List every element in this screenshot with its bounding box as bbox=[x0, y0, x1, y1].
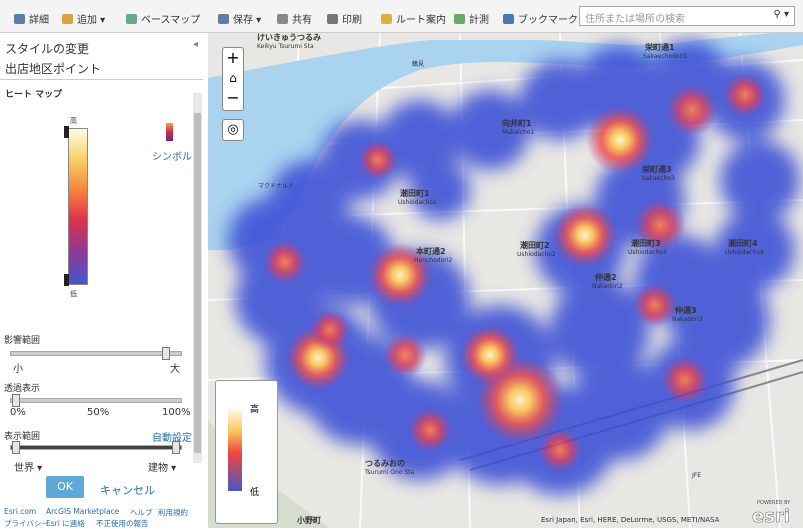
transparency-tick: 100% bbox=[162, 407, 191, 418]
map-label: 鶴見 bbox=[412, 60, 424, 68]
esri-logo: esri bbox=[752, 506, 790, 527]
layer-name: 出店地区ポイント bbox=[5, 62, 102, 76]
map-labels: けいきゅうつるみ Keikyu Tsurumi Sta 栄町通1 Sakaech… bbox=[257, 33, 791, 527]
basemap-button[interactable]: ベースマップ bbox=[126, 11, 200, 26]
collapse-arrow[interactable]: ◂ bbox=[193, 39, 199, 50]
divider bbox=[0, 79, 203, 80]
toolbar: 詳細 追加 ▾ ベースマップ 保存 ▾ 共有 印刷 ルート案内 計測 ブックマー… bbox=[0, 0, 803, 33]
legend-high: 高 bbox=[250, 405, 260, 415]
influence-slider[interactable] bbox=[10, 351, 182, 356]
map-label: 潮田町4 bbox=[728, 238, 758, 248]
map-label: Nakadori2 bbox=[592, 283, 623, 290]
home[interactable]: ⌂ bbox=[229, 71, 237, 85]
transparency-slider[interactable] bbox=[10, 398, 182, 403]
symbol-link[interactable]: シンボル bbox=[152, 152, 192, 163]
powered-by: POWERED BY bbox=[757, 500, 791, 506]
search-icon[interactable]: ⚲ ▾ bbox=[773, 9, 789, 20]
map-label: Ushiodacho2 bbox=[517, 251, 556, 258]
bookmarks-button[interactable]: ブックマーク bbox=[503, 11, 578, 26]
map-label: Mukaicho1 bbox=[502, 129, 534, 136]
ramp-high: 高 bbox=[70, 117, 77, 125]
map-label: 潮田町1 bbox=[400, 188, 430, 198]
map-label: 本町通2 bbox=[415, 246, 446, 256]
map-label: 栄町通1 bbox=[644, 42, 675, 52]
map-label: マクドナルド bbox=[258, 183, 294, 190]
zoom-controls: + ⌂ − bbox=[222, 47, 244, 111]
range-min[interactable]: 世界 ▾ bbox=[14, 463, 43, 474]
range-thumb-max[interactable] bbox=[172, 441, 180, 454]
share-button[interactable]: 共有 bbox=[277, 11, 312, 26]
influence-max: 大 bbox=[170, 364, 180, 375]
legend-low: 低 bbox=[250, 488, 260, 498]
side-panel: スタイルの変更 ◂ 出店地区ポイント ヒート マップ 高 低 シンボル 影響範囲… bbox=[0, 33, 209, 528]
range-slider[interactable] bbox=[10, 445, 182, 450]
directions-button[interactable]: ルート案内 bbox=[381, 11, 446, 26]
ramp-low: 低 bbox=[70, 290, 77, 298]
details-button[interactable]: 詳細 bbox=[14, 11, 49, 26]
auto-link[interactable]: 自動設定 bbox=[152, 433, 192, 444]
save-button[interactable]: 保存 ▾ bbox=[218, 11, 261, 26]
map-label: Sakaechodori1 bbox=[643, 53, 688, 60]
transparency-tick: 50% bbox=[87, 407, 110, 418]
map-label: つるみおの bbox=[365, 459, 405, 468]
influence-thumb[interactable] bbox=[162, 347, 170, 360]
locate-button[interactable]: ◎ bbox=[222, 119, 244, 141]
color-ramp[interactable] bbox=[68, 128, 88, 285]
map-label: 向井町1 bbox=[502, 118, 532, 128]
heatmap-legend: 高 低 bbox=[215, 380, 278, 524]
map-label: 小野町 bbox=[296, 515, 321, 525]
ok-button[interactable]: OK bbox=[46, 476, 84, 498]
ramp-handle-top[interactable] bbox=[64, 126, 69, 138]
measure-button[interactable]: 計測 bbox=[454, 11, 489, 26]
heatmap bbox=[228, 40, 800, 495]
ramp-handle-bottom[interactable] bbox=[64, 274, 69, 286]
search-box[interactable]: 住所または場所の検索 ⚲ ▾ bbox=[579, 6, 795, 26]
scrollbar[interactable] bbox=[193, 93, 202, 463]
map-label: Ushiodacho4 bbox=[725, 249, 764, 256]
map[interactable]: けいきゅうつるみ Keikyu Tsurumi Sta 栄町通1 Sakaech… bbox=[208, 33, 803, 528]
map-label: JFE bbox=[691, 472, 701, 479]
footer-link[interactable]: Esri.com bbox=[4, 507, 37, 516]
map-canvas: けいきゅうつるみ Keikyu Tsurumi Sta 栄町通1 Sakaech… bbox=[208, 33, 803, 528]
print-button[interactable]: 印刷 bbox=[327, 11, 362, 26]
footer-link[interactable]: 不正使用の報告 bbox=[96, 519, 149, 528]
map-label: Tsurumi Ono Sta bbox=[364, 469, 415, 476]
transparency-thumb[interactable] bbox=[12, 394, 20, 407]
transparency-label: 透過表示 bbox=[4, 384, 41, 394]
map-label: 仲通3 bbox=[675, 305, 697, 315]
panel-title: スタイルの変更 bbox=[5, 42, 90, 56]
range-label: 表示範囲 bbox=[4, 432, 41, 442]
footer-link[interactable]: ヘルプ bbox=[130, 508, 153, 517]
map-label: Ushiodacho1 bbox=[398, 199, 437, 206]
map-label: 仲通2 bbox=[595, 272, 617, 282]
map-label: 潮田町3 bbox=[631, 238, 661, 248]
footer-link[interactable]: 利用規約 bbox=[158, 508, 188, 517]
symbol-swatch[interactable] bbox=[166, 123, 173, 141]
footer-link[interactable]: ArcGIS Marketplace bbox=[46, 507, 120, 516]
map-label: Sakaecho3 bbox=[642, 175, 675, 182]
map-label: Ushiodacho3 bbox=[628, 249, 667, 256]
footer-link[interactable]: Esri に連絡 bbox=[46, 519, 85, 528]
search-placeholder: 住所または場所の検索 bbox=[585, 14, 685, 25]
legend-ramp bbox=[228, 406, 242, 491]
map-label: Honchodori2 bbox=[414, 257, 452, 264]
influence-label: 影響範囲 bbox=[4, 336, 41, 346]
map-label: Keikyu Tsurumi Sta bbox=[257, 43, 314, 50]
range-max[interactable]: 建物 ▾ bbox=[148, 463, 177, 474]
map-label: けいきゅうつるみ bbox=[257, 33, 321, 42]
footer-link[interactable]: プライバシー bbox=[4, 519, 49, 528]
style-name: ヒート マップ bbox=[5, 90, 63, 100]
cancel-button[interactable]: キャンセル bbox=[100, 484, 155, 497]
zoom-in[interactable]: + bbox=[226, 48, 240, 67]
map-label: Nakadori3 bbox=[672, 316, 703, 323]
add-button[interactable]: 追加 ▾ bbox=[62, 11, 105, 26]
range-thumb-min[interactable] bbox=[12, 441, 20, 454]
attribution: Esri Japan, Esri, HERE, DeLorme, USGS, M… bbox=[541, 516, 720, 524]
transparency-tick: 0% bbox=[10, 407, 26, 418]
influence-min: 小 bbox=[13, 364, 23, 375]
map-label: 潮田町2 bbox=[520, 240, 550, 250]
zoom-out[interactable]: − bbox=[226, 88, 240, 107]
map-label: 栄町通3 bbox=[641, 164, 672, 174]
